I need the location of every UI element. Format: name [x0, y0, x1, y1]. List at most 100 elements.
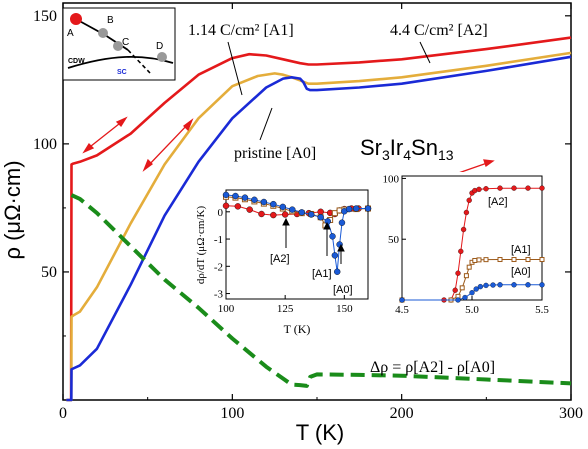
- inset1-series-a2-point: [222, 202, 230, 210]
- main-x-tick-label: 300: [559, 405, 583, 422]
- inset2-series-a1-point: [459, 285, 465, 291]
- inset2-series-a2-point: [460, 226, 467, 233]
- inset1-series-a0-point: [334, 268, 341, 275]
- inset1-series-a0-point: [331, 252, 339, 259]
- inset2-series-a2-point: [525, 185, 531, 191]
- inset2-series-a2-point: [476, 186, 482, 193]
- phase-point-c: [113, 41, 123, 51]
- inset1-series-a2-point: [234, 203, 242, 210]
- inset2-series-a2-point: [463, 209, 470, 216]
- inset2-series-a1-point: [511, 257, 517, 263]
- inset1-y-tick-label: -1: [214, 234, 223, 246]
- inset2-x-tick-label: 5.5: [535, 304, 549, 316]
- inset2-series-a2-point: [452, 287, 458, 293]
- phase-label-a: A: [67, 28, 74, 39]
- inset2-series-a0-point: [525, 282, 531, 288]
- inset1-x-tick-label: 125: [277, 303, 294, 315]
- inset1-y-axis-label: dρ/dT (μΩ·cm/K): [195, 206, 207, 285]
- phase-diagram-inset: A B C D CDW SC: [62, 7, 176, 81]
- inset2-label-a1: [A1]: [511, 244, 531, 256]
- inset1-series-a0-point: [232, 192, 239, 200]
- inset1-y-tick-label: -3: [214, 289, 224, 301]
- inset2-label-a2: [A2]: [488, 196, 508, 208]
- inset2-series-a2-point: [483, 186, 489, 192]
- inset2-series-a0-point: [462, 294, 468, 301]
- inset2-series-a0-point: [455, 297, 461, 303]
- inset1-series-a0-point: [329, 233, 336, 240]
- inset2-series-a0-point: [511, 282, 517, 288]
- inset1-label-a2: [A2]: [270, 253, 290, 265]
- inset1-series-a0-point: [338, 219, 346, 226]
- series-a0-line: [66, 55, 572, 402]
- inset2-series-a2-point: [458, 248, 464, 255]
- main-y-tick-label: 150: [33, 8, 57, 25]
- inset2-series-a1-point: [525, 257, 531, 263]
- series-a2-line: [66, 36, 572, 402]
- inset2-series-a0-point: [473, 286, 479, 292]
- inset1-frame: [225, 189, 369, 300]
- inset1-y-tick-label: -2: [214, 261, 223, 273]
- inset1-series-a0-point: [222, 191, 230, 199]
- inset2-series-a2-point: [455, 270, 461, 276]
- inset2-series-a2-point: [466, 197, 472, 203]
- series-a1-line: [66, 51, 572, 402]
- inset2-series-a0-point: [490, 282, 496, 288]
- inset2-series-a1-point: [483, 257, 489, 263]
- inset2-series-a0-point: [469, 290, 475, 296]
- inset1-series-a0-point: [364, 205, 372, 212]
- chart-title: Sr3Ir4Sn13: [360, 135, 454, 163]
- inset1-x-tick-label: 100: [218, 303, 235, 315]
- inset2-series-a1-point: [476, 257, 482, 263]
- inset1-label-a0: [A0]: [333, 284, 353, 296]
- label-a1: 1.14 C/cm² [A1]: [188, 22, 294, 39]
- phase-label-sc: SC: [117, 69, 127, 76]
- inset1-x-axis-label: T (K): [284, 322, 311, 336]
- direction-arrows: [82, 116, 495, 188]
- inset2-series-a0-point: [483, 282, 489, 289]
- inset2-label-a0: [A0]: [511, 266, 531, 278]
- inset2-series-a2-point: [511, 185, 517, 191]
- inset1-series-a0-point: [352, 205, 360, 212]
- inset1-series-a0-point: [345, 205, 353, 213]
- inset1-series-a0-point: [241, 194, 249, 201]
- inset2-series-a1-point: [472, 257, 478, 263]
- inset1-series-a2-point: [317, 208, 324, 216]
- inset2-series-a2-point: [539, 185, 545, 191]
- label-a2: 4.4 C/cm² [A2]: [390, 22, 488, 39]
- phase-label-b: B: [107, 15, 114, 26]
- inset1-background: [220, 185, 370, 300]
- inset1-series-a0-point: [260, 198, 268, 206]
- main-y-tick-label: 50: [41, 264, 57, 281]
- label-a0: pristine [A0]: [234, 145, 316, 162]
- inset2-series-a0-point: [399, 297, 405, 303]
- main-chart: 0 100 200 300 50 100 150 ρ (μΩ·cm) T (K) Sr3Ir…: [0, 2, 583, 445]
- label-delta: Δρ = ρ[A2] - ρ[A0]: [370, 359, 495, 376]
- inset2-series-a1-point: [466, 264, 472, 270]
- inset2-series-a0-point: [477, 283, 484, 290]
- inset2-series-a0-point: [497, 282, 503, 288]
- inset1-x-tick-label: 150: [336, 303, 353, 315]
- main-x-tick-label: 200: [390, 405, 414, 422]
- inset1-series-a0-point: [279, 203, 286, 211]
- inset2-y-tick-label: 50: [388, 234, 400, 246]
- label-a1-pointer: [227, 41, 243, 96]
- inset1-series-a0-point: [251, 196, 258, 204]
- inset2-background: [380, 172, 550, 315]
- main-x-axis-label: T (K): [296, 420, 344, 445]
- derivative-inset: 100 125 150 0 -1 -2 -3 dρ/dT (μΩ·cm/K) T (K) […: [195, 185, 372, 336]
- main-y-axis-label: ρ (μΩ·cm): [0, 160, 25, 259]
- series-delta-line: [70, 193, 572, 388]
- inset2-y-tick-label: 100: [383, 173, 400, 185]
- inset1-series-a2-point: [258, 210, 265, 218]
- main-y-tick-label: 100: [33, 136, 57, 153]
- phase-point-d: [157, 52, 167, 62]
- inset1-series-a2-point: [246, 206, 253, 213]
- main-x-tick-label: 100: [220, 405, 244, 422]
- inset1-label-a1: [A1]: [312, 268, 332, 280]
- inset1-series-a0-point: [289, 206, 296, 213]
- inset2-x-tick-label: 5.0: [465, 304, 479, 316]
- inset1-y-tick-label: 0: [218, 207, 224, 219]
- inset2-x-tick-label: 4.5: [395, 304, 409, 316]
- inset1-series-a0-point: [317, 214, 324, 221]
